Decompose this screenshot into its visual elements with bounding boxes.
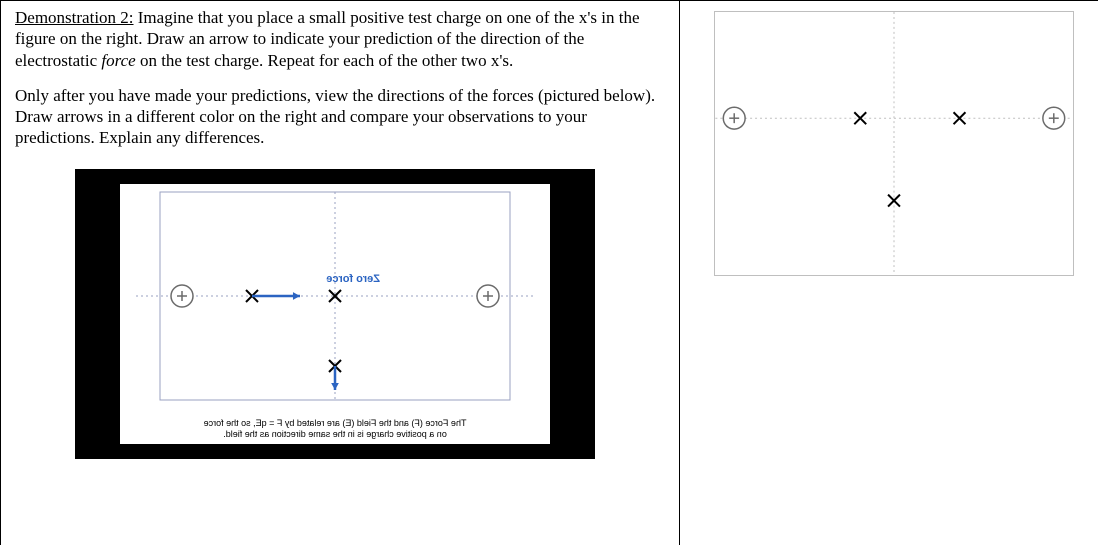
prediction-diagram [715, 12, 1073, 275]
right-column [680, 1, 1098, 545]
answer-diagram: Zero force [120, 184, 550, 444]
answer-image: Zero force The Force (F) and the Field (… [120, 184, 550, 444]
left-column: Demonstration 2: Imagine that you place … [0, 1, 680, 545]
page-root: Demonstration 2: Imagine that you place … [0, 0, 1098, 545]
prediction-figure [714, 11, 1074, 276]
svg-text:Zero force: Zero force [326, 273, 380, 285]
answer-caption-line1: The Force (F) and the Field (E) are rela… [120, 418, 550, 429]
answer-image-frame: Zero force The Force (F) and the Field (… [75, 169, 595, 459]
answer-caption-line2: on a positive charge is in the same dire… [120, 429, 550, 440]
answer-caption: The Force (F) and the Field (E) are rela… [120, 418, 550, 440]
p1-force-word: force [101, 51, 135, 70]
paragraph-1: Demonstration 2: Imagine that you place … [15, 7, 665, 71]
paragraph-2: Only after you have made your prediction… [15, 85, 665, 149]
p1-tail: on the test charge. Repeat for each of t… [136, 51, 514, 70]
demo-title: Demonstration 2: [15, 8, 134, 27]
